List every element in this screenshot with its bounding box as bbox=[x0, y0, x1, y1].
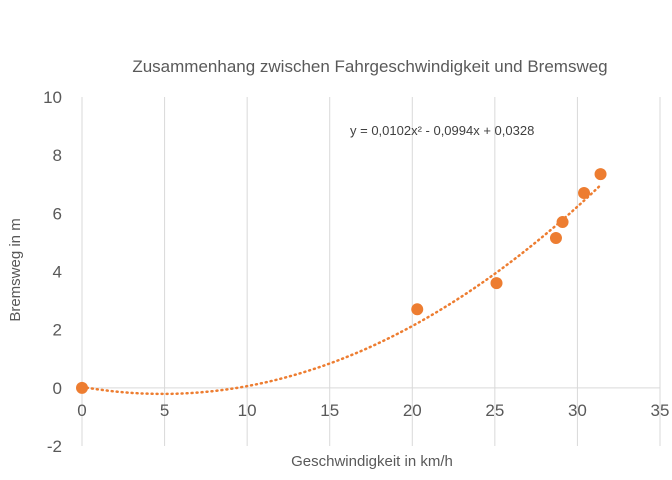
x-tick-label: 15 bbox=[320, 401, 339, 420]
data-point bbox=[411, 303, 424, 316]
data-points bbox=[76, 168, 607, 394]
trendline bbox=[80, 183, 602, 396]
y-axis-title: Bremsweg in m bbox=[7, 218, 24, 321]
x-tick-label: 20 bbox=[403, 401, 422, 420]
y-tick-label: 10 bbox=[43, 88, 62, 107]
y-tick-label: 8 bbox=[53, 146, 62, 165]
x-axis-title: Geschwindigkeit in km/h bbox=[291, 453, 453, 470]
axes: 0 5 10 15 20 25 30 35 -2 0 2 4 6 8 10 bbox=[43, 88, 669, 456]
x-tick-label: 35 bbox=[651, 401, 670, 420]
grid-lines bbox=[81, 97, 661, 446]
data-point bbox=[490, 277, 503, 290]
data-point bbox=[76, 381, 88, 394]
data-point bbox=[578, 186, 591, 199]
y-tick-label: 4 bbox=[53, 263, 62, 282]
trendline-layer bbox=[80, 183, 602, 396]
y-tick-label: 6 bbox=[53, 204, 62, 223]
data-point bbox=[556, 216, 569, 229]
data-point bbox=[594, 168, 607, 181]
chart-title: Zusammenhang zwischen Fahrgeschwindigkei… bbox=[132, 57, 607, 76]
y-tick-label: -2 bbox=[47, 437, 62, 456]
x-tick-label: 25 bbox=[485, 401, 504, 420]
x-tick-label: 10 bbox=[238, 401, 257, 420]
x-tick-label: 0 bbox=[77, 401, 86, 420]
data-point bbox=[549, 232, 562, 245]
x-tick-label: 5 bbox=[160, 401, 169, 420]
trendline-equation: y = 0,0102x² - 0,0994x + 0,0328 bbox=[350, 123, 534, 138]
x-tick-label: 30 bbox=[568, 401, 587, 420]
y-tick-label: 2 bbox=[53, 321, 62, 340]
y-tick-label: 0 bbox=[53, 379, 62, 398]
